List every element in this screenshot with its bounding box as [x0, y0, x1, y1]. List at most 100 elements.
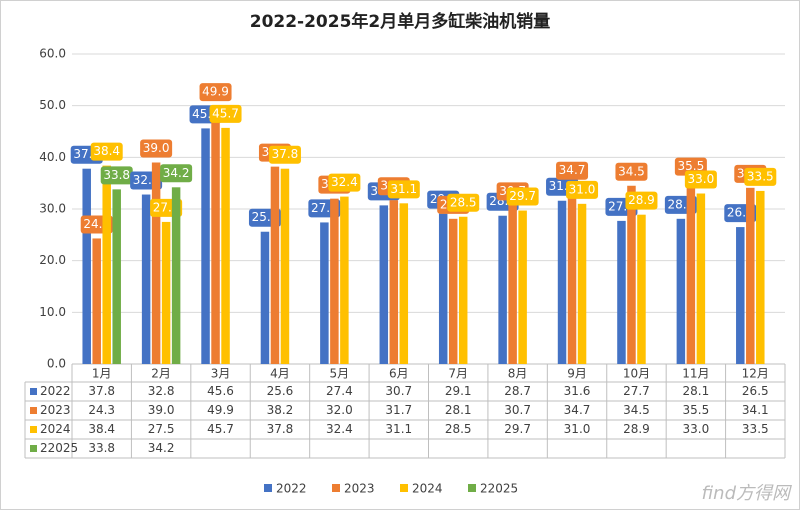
legend-label: 2023: [344, 482, 375, 496]
table-legend-key: [30, 445, 37, 452]
bar: [320, 222, 329, 364]
table-cell: 33.5: [742, 422, 769, 436]
bar: [617, 220, 626, 364]
table-cell: 34.2: [148, 441, 175, 455]
bar: [458, 216, 468, 364]
bar: [696, 193, 706, 364]
table-cell: 33.8: [88, 441, 115, 455]
bar: [399, 203, 409, 364]
table-cell: 31.0: [564, 422, 591, 436]
x-tick-label: 8月: [508, 367, 528, 381]
data-label-box: [140, 139, 173, 158]
bar: [260, 231, 270, 364]
bar: [270, 166, 280, 364]
table-cell: 30.7: [504, 403, 531, 417]
x-tick-label: 11月: [682, 367, 709, 381]
bar: [518, 210, 527, 364]
data-label-box: [744, 167, 777, 186]
table-row-label: 2022: [40, 384, 71, 398]
data-label: 39.0: [143, 141, 170, 155]
data-label: 33.0: [688, 172, 715, 186]
bar: [330, 198, 339, 364]
table-row-label: 2024: [40, 422, 71, 436]
table-cell: 49.9: [207, 403, 234, 417]
data-label: 33.8: [103, 168, 130, 182]
data-label-box: [556, 161, 589, 180]
data-label: 28.5: [450, 195, 477, 209]
x-tick-label: 2月: [151, 367, 171, 381]
bar: [161, 221, 171, 364]
bar: [151, 162, 161, 364]
legend-key: [400, 484, 408, 492]
data-label-box: [100, 166, 133, 185]
table-cell: 38.4: [88, 422, 115, 436]
data-label: 31.0: [569, 182, 596, 196]
bar: [389, 200, 399, 364]
table-cell: 27.4: [326, 384, 353, 398]
bar: [498, 215, 507, 364]
bar: [438, 213, 448, 364]
table-legend-key: [30, 388, 37, 395]
bar: [141, 194, 151, 364]
table-cell: 32.0: [326, 403, 353, 417]
bar: [102, 165, 111, 364]
y-tick-label: 60.0: [39, 47, 66, 61]
table-cell: 35.5: [683, 403, 710, 417]
y-tick-label: 40.0: [39, 150, 66, 164]
table-cell: 34.5: [623, 403, 650, 417]
data-label-box: [566, 180, 599, 199]
bar: [211, 106, 220, 364]
table-cell: 33.0: [683, 422, 710, 436]
table-cell: 30.7: [385, 384, 412, 398]
table-cell: 31.6: [564, 384, 591, 398]
table-cell: 34.7: [564, 403, 591, 417]
bar: [221, 127, 230, 364]
table-cell: 29.7: [504, 422, 531, 436]
table-cell: 28.9: [623, 422, 650, 436]
bar: [92, 238, 101, 364]
data-label: 28.9: [628, 193, 655, 207]
data-label-box: [387, 180, 420, 199]
bar: [112, 189, 121, 364]
legend-label: 2024: [412, 482, 443, 496]
x-tick-label: 5月: [330, 367, 350, 381]
table-cell: 29.1: [445, 384, 472, 398]
table-cell: 28.1: [445, 403, 472, 417]
table-cell: 31.7: [385, 403, 412, 417]
data-label: 34.5: [618, 164, 645, 178]
data-label: 31.1: [390, 182, 417, 196]
table-cell: 27.5: [148, 422, 175, 436]
table-cell: 38.2: [267, 403, 294, 417]
data-label-box: [160, 164, 193, 183]
data-label-box: [506, 187, 539, 206]
x-tick-label: 3月: [211, 367, 231, 381]
bar: [686, 180, 696, 364]
table-cell: 27.7: [623, 384, 650, 398]
table-cell: 28.7: [504, 384, 531, 398]
data-label-box: [625, 191, 658, 210]
data-label-box: [615, 162, 648, 181]
data-label: 34.2: [163, 166, 190, 180]
data-label: 29.7: [509, 189, 536, 203]
bar: [577, 203, 587, 364]
bar: [567, 184, 577, 364]
watermark: find方得网: [702, 483, 792, 504]
x-tick-label: 9月: [567, 367, 587, 381]
table-cell: 32.4: [326, 422, 353, 436]
data-label: 33.5: [747, 169, 774, 183]
data-label-box: [447, 193, 480, 212]
data-label: 35.5: [678, 159, 705, 173]
table-cell: 25.6: [267, 384, 294, 398]
bar: [736, 227, 745, 364]
data-label: 32.4: [331, 175, 358, 189]
data-label-box: [209, 104, 242, 123]
bar: [557, 200, 567, 364]
data-label: 38.4: [93, 144, 120, 158]
table-cell: 28.1: [683, 384, 710, 398]
table-legend-key: [30, 407, 37, 414]
bar: [676, 218, 686, 364]
table-cell: 39.0: [148, 403, 175, 417]
table-legend-key: [30, 426, 37, 433]
x-tick-label: 4月: [270, 367, 290, 381]
